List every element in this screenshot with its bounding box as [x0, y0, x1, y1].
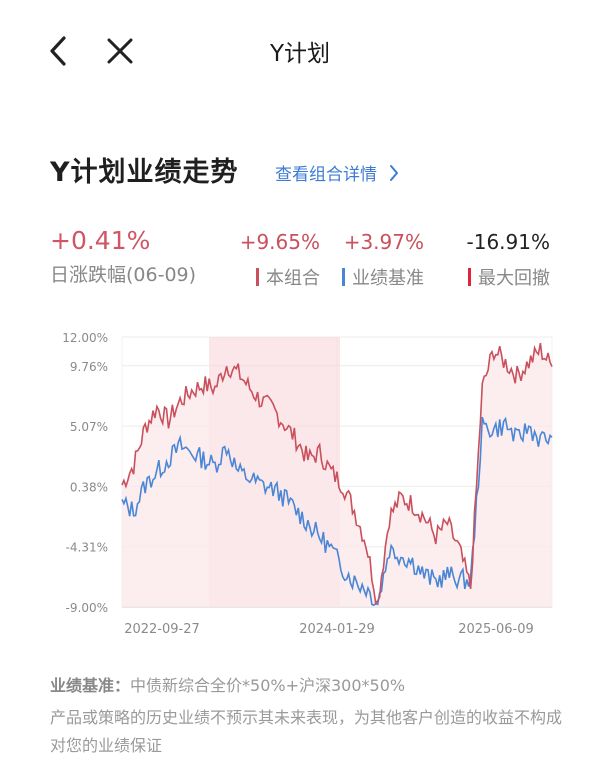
nav-bar: Y计划 — [0, 0, 600, 100]
y-tick-label: 9.76% — [70, 360, 108, 374]
close-icon[interactable] — [104, 34, 136, 68]
y-tick-label: -9.00% — [66, 601, 108, 615]
max-drawdown-value: -16.91% — [466, 230, 550, 254]
benchmark-return-value: +3.97% — [343, 230, 424, 254]
benchmark-note-label: 业绩基准： — [50, 676, 131, 695]
portfolio-return-value: +9.65% — [239, 230, 320, 254]
detail-link-label: 查看组合详情 — [275, 165, 377, 185]
x-tick-label: 2025-06-09 — [458, 622, 534, 637]
page-title: Y计划 — [269, 41, 331, 67]
benchmark-legend-label: 业绩基准 — [352, 268, 424, 289]
portfolio-stat: +9.65% 本组合 — [240, 230, 320, 290]
section-title: Y计划业绩走势 — [50, 157, 239, 188]
drawdown-stat: -16.91% 最大回撤 — [467, 230, 550, 290]
benchmark-stat: +3.97% 业绩基准 — [342, 230, 424, 290]
y-tick-label: -4.31% — [66, 541, 108, 555]
portfolio-line — [121, 342, 553, 606]
performance-chart[interactable]: 12.00% 9.76% 5.07% 0.38% -4.31% -9.00% 2022-0… — [0, 320, 600, 650]
portfolio-legend-label: 本组合 — [266, 268, 320, 289]
daily-change-value: +0.41% — [50, 226, 151, 255]
drawdown-legend-label: 最大回撤 — [478, 268, 550, 289]
x-tick-label: 2024-01-29 — [299, 622, 375, 637]
risk-disclaimer: 产品或策略的历史业绩不预示其未来表现，为其他客户创造的收益不构成对您的业绩保证 — [50, 708, 563, 755]
y-tick-label: 5.07% — [70, 420, 108, 434]
stats-row: +0.41% 日涨跌幅(06-09) +9.65% 本组合 +3.97% 业绩基… — [0, 226, 600, 296]
drawdown-legend-swatch — [468, 268, 471, 286]
portfolio-legend-swatch — [256, 268, 259, 286]
chevron-right-icon — [390, 164, 398, 181]
benchmark-line — [121, 416, 553, 607]
daily-change-label: 日涨跌幅(06-09) — [50, 264, 197, 286]
benchmark-legend-swatch — [342, 268, 345, 286]
back-icon[interactable] — [44, 34, 76, 68]
benchmark-note: 业绩基准：中债新综合全价*50%+沪深300*50% — [50, 672, 405, 696]
y-tick-label: 0.38% — [70, 480, 108, 494]
benchmark-note-text: 中债新综合全价*50%+沪深300*50% — [130, 676, 406, 695]
x-tick-label: 2022-09-27 — [124, 622, 200, 637]
y-tick-label: 12.00% — [62, 331, 108, 345]
portfolio-detail-link[interactable]: 查看组合详情 — [275, 160, 399, 185]
